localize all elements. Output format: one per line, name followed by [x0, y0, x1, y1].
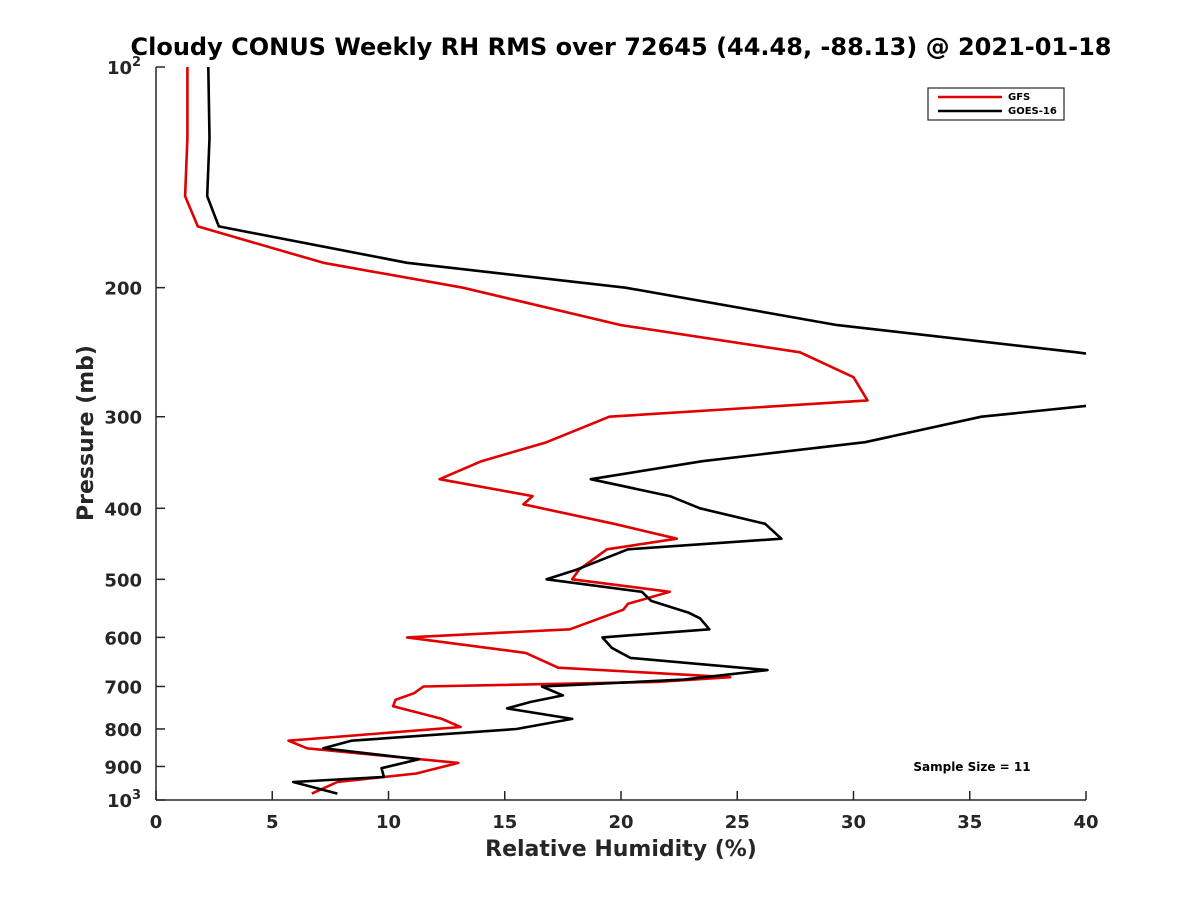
- x-tick-label: 35: [957, 812, 982, 833]
- y-tick-label: 300: [104, 408, 142, 429]
- legend: GFS GOES-16: [927, 87, 1065, 121]
- x-tick-label: 5: [266, 812, 279, 833]
- y-tick-label: 800: [104, 720, 142, 741]
- legend-label-goes16: GOES-16: [1008, 106, 1057, 117]
- y-tick-label: 600: [104, 628, 142, 649]
- x-tick-label: 25: [725, 812, 750, 833]
- x-tick-label: 30: [841, 812, 866, 833]
- x-axis-label: Relative Humidity (%): [485, 837, 757, 862]
- x-tick-label: 0: [150, 812, 163, 833]
- y-tick-label: 700: [104, 677, 142, 698]
- y-tick-label: 400: [104, 499, 142, 520]
- y-axis-label: Pressure (mb): [74, 345, 99, 521]
- y-tick-label: 900: [104, 757, 142, 778]
- y-tick-exponent: 2: [132, 55, 141, 70]
- series-line-gfs: [183, 67, 869, 795]
- series-line-goes16: [205, 67, 1086, 795]
- legend-label-gfs: GFS: [1008, 92, 1030, 103]
- y-tick-exponent: 3: [132, 788, 141, 803]
- x-ticks: 0 5 10 15 20 25 30 35 40: [150, 791, 1099, 833]
- y-tick-label: 500: [104, 570, 142, 591]
- x-tick-label: 10: [376, 812, 401, 833]
- plot-area: [156, 67, 1086, 800]
- x-tick-label: 20: [608, 812, 633, 833]
- x-tick-label: 15: [492, 812, 517, 833]
- series-layer: [183, 67, 1086, 795]
- x-tick-label: 40: [1073, 812, 1098, 833]
- y-tick-label: 200: [104, 279, 142, 300]
- y-tick-label: 10: [107, 791, 132, 812]
- y-tick-label: 10: [107, 58, 132, 79]
- sample-size-annotation: Sample Size = 11: [913, 760, 1030, 774]
- legend-box: [927, 87, 1065, 121]
- chart-title: Cloudy CONUS Weekly RH RMS over 72645 (4…: [131, 33, 1112, 61]
